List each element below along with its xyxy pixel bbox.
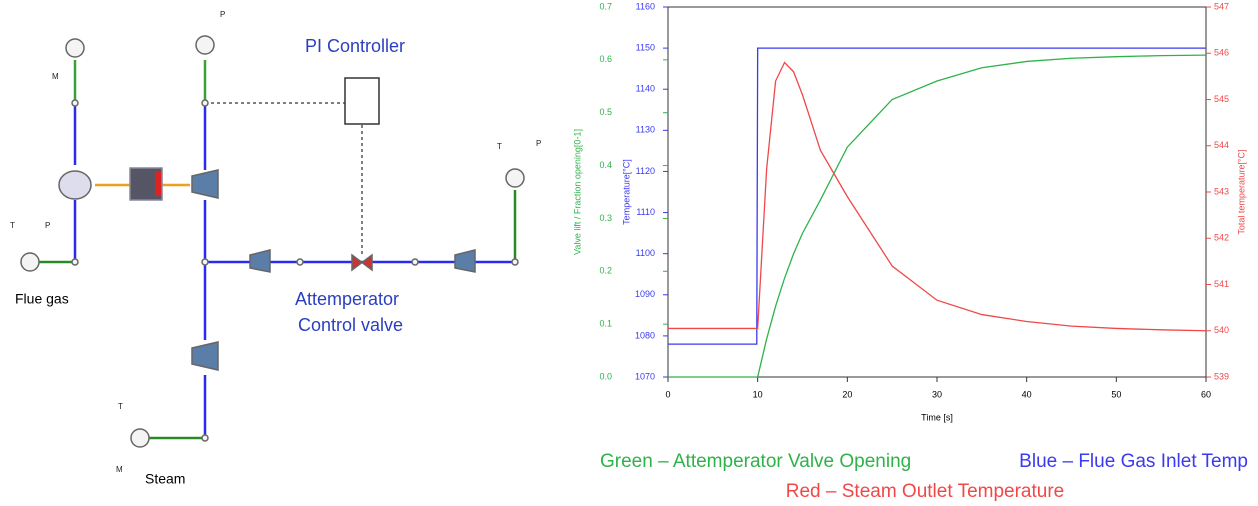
y-tick-label: 539 (1214, 371, 1229, 381)
y-tick-label: 542 (1214, 233, 1229, 243)
y-tick-label: 1110 (636, 207, 655, 217)
axis-title: Temperature[°C] (621, 159, 631, 225)
y-tick-label: 1100 (636, 248, 655, 258)
legend-entry: Blue – Flue Gas Inlet Temp (1019, 451, 1248, 472)
y-tick-label: 545 (1214, 94, 1229, 104)
sensor-letter: M (116, 465, 123, 474)
y-tick-label: 0.5 (599, 107, 612, 117)
legend-entry: Green – Attemperator Valve Opening (600, 451, 911, 472)
steam-label: Steam (145, 471, 185, 487)
y-tick-label: 1090 (635, 289, 655, 299)
y-tick-label: 1120 (636, 166, 655, 176)
y-tick-label: 1070 (635, 371, 655, 381)
y-tick-label: 546 (1214, 48, 1229, 58)
sensor-letter: T (10, 221, 15, 230)
x-tick-label: 40 (1022, 389, 1032, 399)
series-line (668, 61, 1207, 332)
y-tick-label: 1150 (636, 42, 655, 52)
sensor-letter: P (220, 10, 225, 19)
plot-frame (667, 6, 1207, 378)
y-tick-label: 0.1 (599, 319, 612, 329)
flue-gas-label: Flue gas (15, 291, 69, 307)
sensor-letter: T (118, 402, 123, 411)
chart: 0.0 0.1 0.2 0.3 0.4 0.5 0.6 0.7 Valve lift / Fra… (572, 1, 1248, 502)
valve-label: Attemperator (295, 289, 399, 309)
series-line (668, 47, 1206, 345)
y-tick-label: 543 (1214, 186, 1229, 196)
y-tick-label: 544 (1214, 140, 1229, 150)
y-tick-label: 1080 (635, 330, 655, 340)
y-tick-label: 0.3 (599, 213, 612, 223)
y-tick-label: 1160 (636, 1, 655, 11)
x-tick-label: 20 (842, 389, 852, 399)
axis-title: Valve lift / Fraction opening[0-1] (572, 129, 582, 255)
y-tick-label: 0.6 (599, 54, 612, 64)
y-tick-label: 0.2 (599, 266, 612, 276)
axis-title: Total temperature[°C] (1236, 149, 1246, 234)
sensor-letter: T (497, 142, 502, 151)
x-axis-title: Time [s] (921, 412, 953, 422)
sensor-letter: M (52, 72, 59, 81)
legend-entry: Red – Steam Outlet Temperature (786, 481, 1064, 502)
y-tick-label: 541 (1214, 279, 1229, 289)
x-tick-label: 10 (753, 389, 763, 399)
x-tick-label: 60 (1201, 389, 1211, 399)
y-tick-label: 547 (1214, 1, 1229, 11)
sensor-letter: P (45, 221, 50, 230)
x-tick-label: 0 (665, 389, 670, 399)
valve-label: Control valve (298, 315, 403, 335)
controller-label: PI Controller (305, 36, 405, 56)
sensor-letter: P (536, 139, 541, 148)
y-tick-label: 1140 (636, 84, 655, 94)
y-tick-label: 0.4 (599, 160, 612, 170)
y-tick-label: 540 (1214, 325, 1229, 335)
y-tick-label: 0.0 (599, 371, 612, 381)
x-tick-label: 50 (1111, 389, 1121, 399)
x-tick-label: 30 (932, 389, 942, 399)
y-tick-label: 0.7 (599, 1, 612, 11)
process-diagram (30, 60, 517, 440)
y-tick-label: 1130 (636, 125, 655, 135)
diagram-symbols (20, 35, 525, 448)
